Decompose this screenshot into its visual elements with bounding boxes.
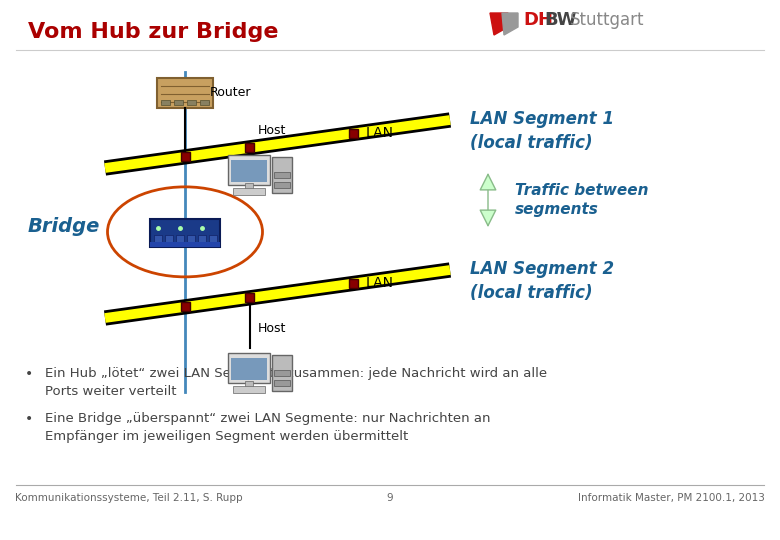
- Bar: [274, 182, 290, 188]
- Text: Empfänger im jeweiligen Segment werden übermittelt: Empfänger im jeweiligen Segment werden ü…: [45, 430, 408, 443]
- Polygon shape: [502, 13, 518, 35]
- Text: LAN: LAN: [365, 276, 393, 291]
- Bar: [200, 100, 209, 105]
- Bar: [274, 172, 290, 178]
- FancyBboxPatch shape: [228, 353, 270, 383]
- FancyBboxPatch shape: [272, 355, 292, 391]
- Text: Vom Hub zur Bridge: Vom Hub zur Bridge: [28, 22, 278, 42]
- Text: Traffic between
segments: Traffic between segments: [515, 183, 648, 218]
- FancyBboxPatch shape: [228, 155, 270, 185]
- Text: LAN: LAN: [365, 126, 393, 140]
- Polygon shape: [490, 13, 508, 35]
- Text: Eine Bridge „überspannt“ zwei LAN Segmente: nur Nachrichten an: Eine Bridge „überspannt“ zwei LAN Segmen…: [45, 412, 491, 425]
- Bar: [349, 279, 358, 288]
- FancyBboxPatch shape: [157, 78, 213, 108]
- Text: Host: Host: [257, 124, 286, 137]
- Bar: [231, 160, 267, 182]
- Text: Ein Hub „lötet“ zwei LAN Segmente zusammen: jede Nachricht wird an alle: Ein Hub „lötet“ zwei LAN Segmente zusamm…: [45, 367, 547, 380]
- Bar: [180, 152, 190, 161]
- Text: Informatik Master, PM 2100.1, 2013: Informatik Master, PM 2100.1, 2013: [578, 493, 765, 503]
- Text: •: •: [25, 367, 34, 381]
- Bar: [245, 381, 253, 388]
- Bar: [231, 358, 267, 380]
- Bar: [245, 183, 253, 190]
- Text: Kommunikationssysteme, Teil 2.11, S. Rupp: Kommunikationssysteme, Teil 2.11, S. Rup…: [15, 493, 243, 503]
- Bar: [187, 100, 196, 105]
- Text: DH: DH: [523, 11, 553, 29]
- Text: LAN Segment 2
(local traffic): LAN Segment 2 (local traffic): [470, 260, 614, 302]
- Bar: [233, 386, 265, 393]
- Text: Ports weiter verteilt: Ports weiter verteilt: [45, 385, 176, 398]
- Bar: [150, 242, 220, 247]
- Text: Stuttgart: Stuttgart: [570, 11, 644, 29]
- Bar: [209, 235, 217, 243]
- Bar: [274, 370, 290, 376]
- Bar: [349, 129, 358, 138]
- Bar: [198, 235, 206, 243]
- Text: Bridge: Bridge: [28, 218, 101, 237]
- Bar: [274, 380, 290, 386]
- Text: •: •: [25, 412, 34, 426]
- Text: LAN Segment 1
(local traffic): LAN Segment 1 (local traffic): [470, 110, 614, 152]
- Text: Router: Router: [210, 86, 251, 99]
- FancyBboxPatch shape: [272, 157, 292, 193]
- Text: 9: 9: [387, 493, 393, 503]
- Bar: [246, 143, 254, 152]
- Bar: [174, 100, 183, 105]
- FancyBboxPatch shape: [150, 219, 220, 247]
- Bar: [180, 302, 190, 312]
- Bar: [165, 235, 173, 243]
- Text: Host: Host: [257, 322, 286, 335]
- Bar: [233, 188, 265, 195]
- Bar: [176, 235, 184, 243]
- Text: BW: BW: [544, 11, 576, 29]
- Bar: [161, 100, 170, 105]
- Bar: [154, 235, 162, 243]
- Bar: [187, 235, 195, 243]
- Bar: [246, 293, 254, 302]
